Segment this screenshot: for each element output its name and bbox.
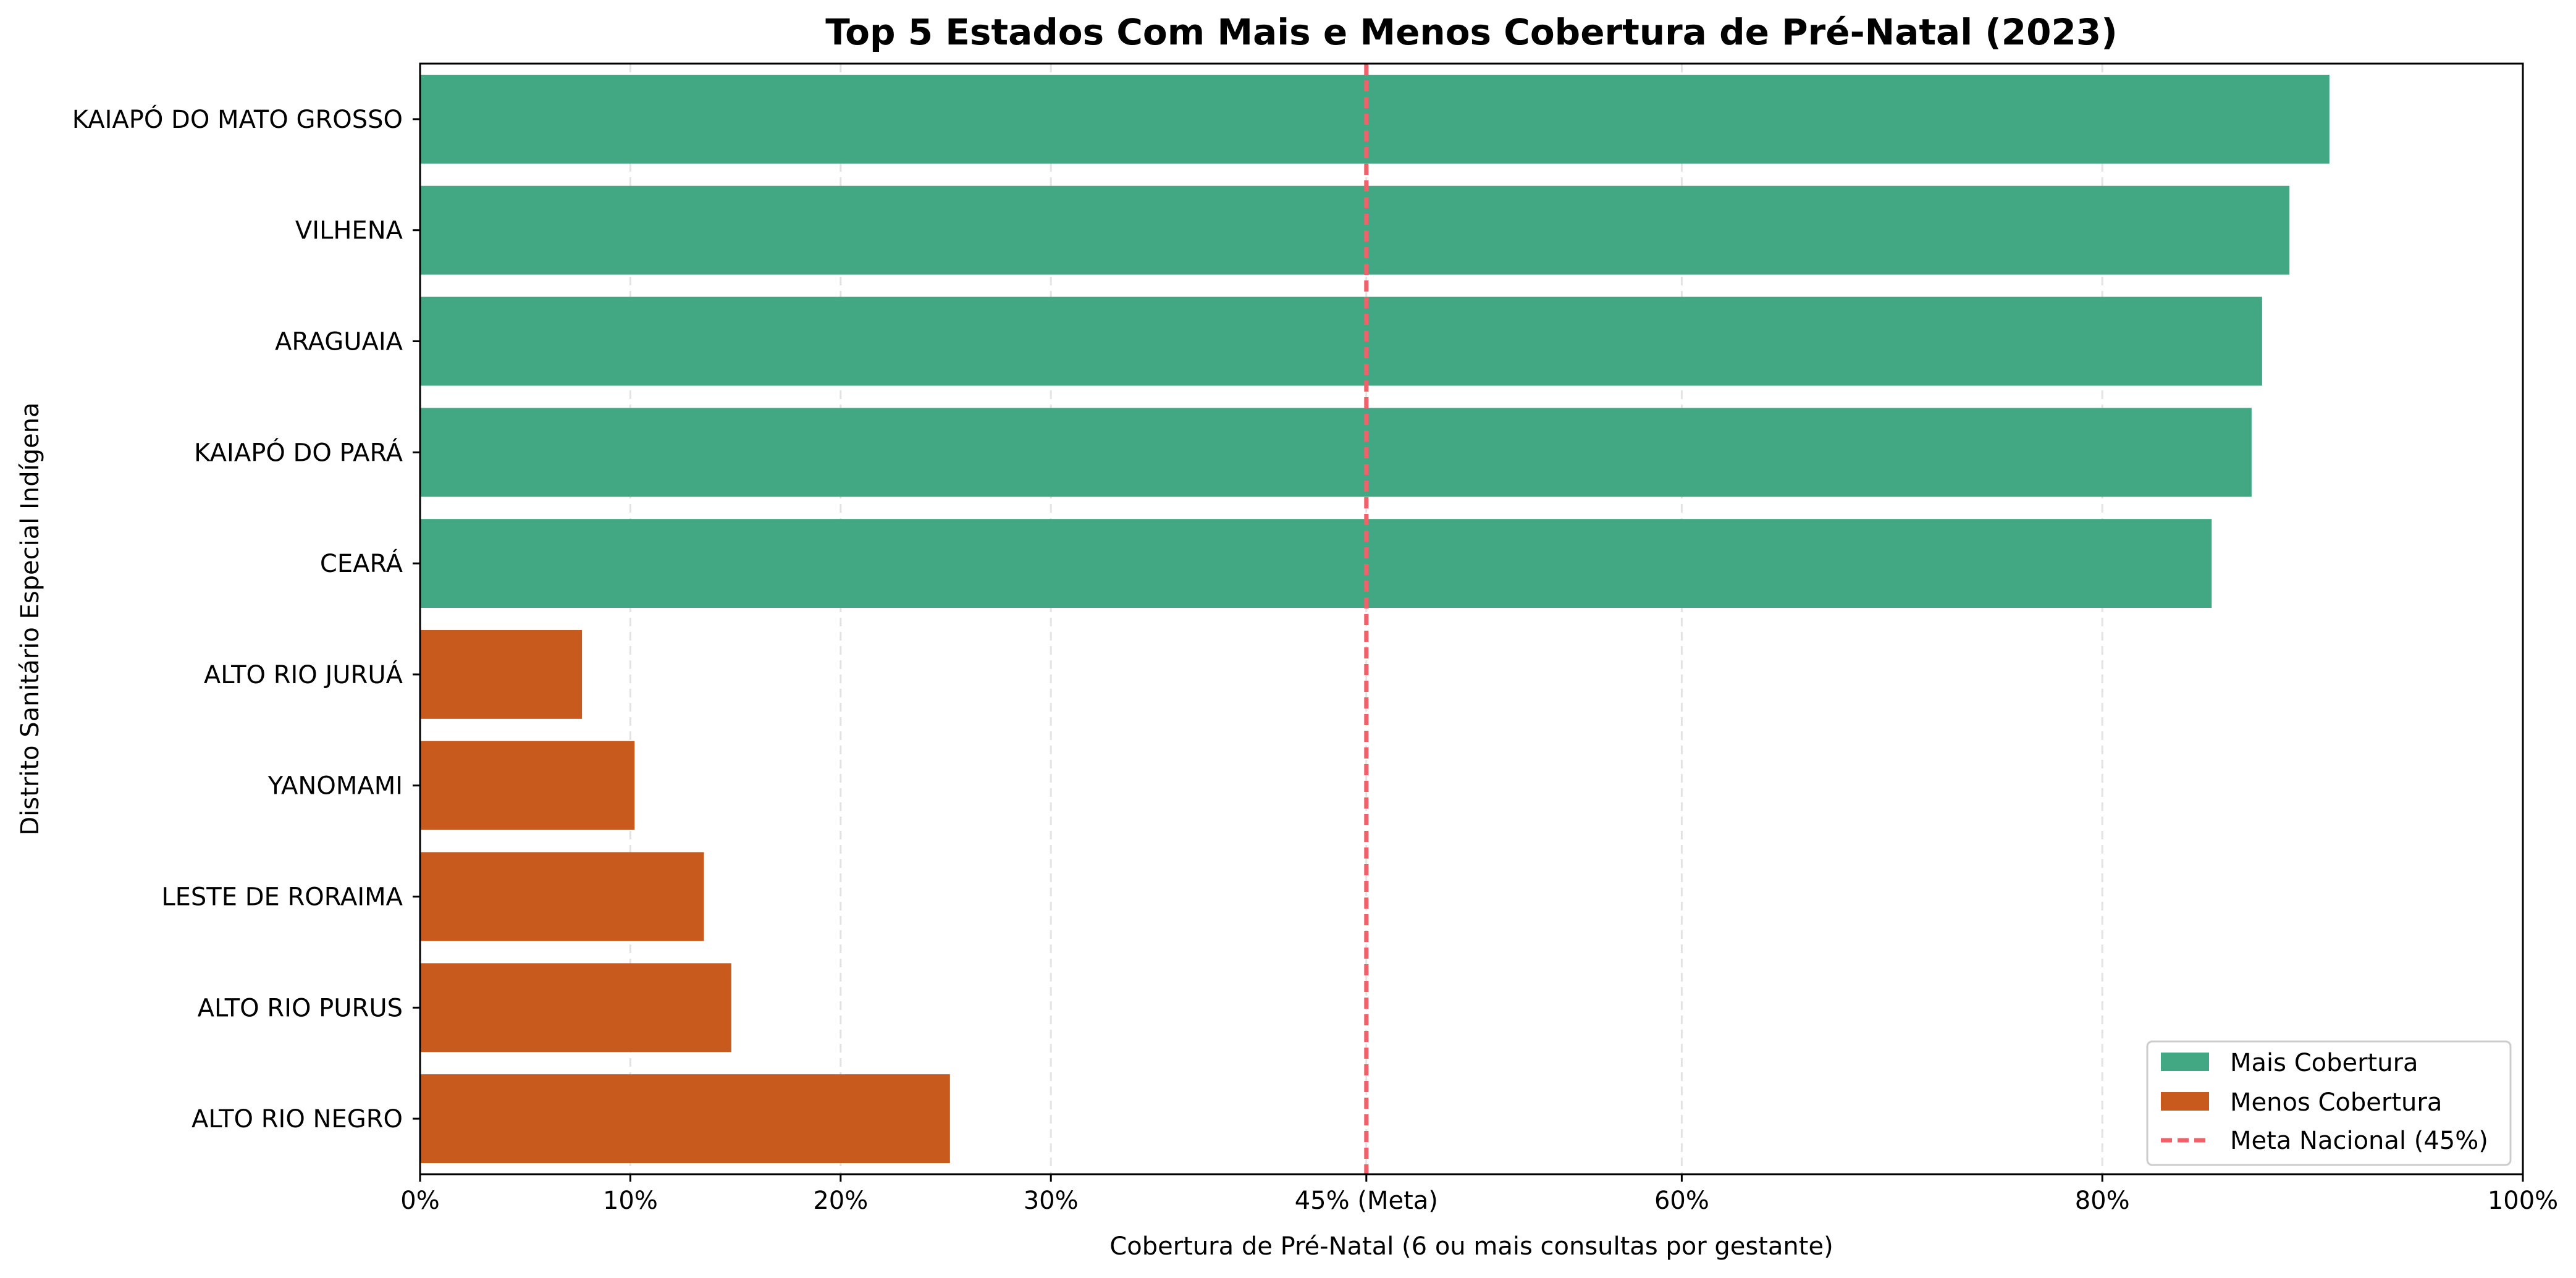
legend-label-menos: Menos Cobertura — [2230, 1088, 2442, 1117]
x-tick-label: 0% — [400, 1187, 439, 1215]
x-tick-label: 100% — [2488, 1187, 2558, 1215]
x-tick-label: 45% (Meta) — [1295, 1187, 1438, 1215]
y-tick-label: YANOMAMI — [267, 772, 403, 801]
bar-menos — [420, 963, 731, 1053]
legend-label-mais: Mais Cobertura — [2230, 1049, 2418, 1077]
bar-mais — [420, 296, 2262, 386]
bar-mais — [420, 74, 2330, 164]
y-tick-label: CEARÁ — [320, 549, 403, 578]
bar-mais — [420, 408, 2252, 497]
y-axis-label: Distrito Sanitário Especial Indígena — [16, 402, 44, 835]
x-tick-label: 10% — [603, 1187, 658, 1215]
x-tick-label: 30% — [1024, 1187, 1079, 1215]
chart-title: Top 5 Estados Com Mais e Menos Cobertura… — [825, 11, 2117, 53]
x-tick-label: 20% — [813, 1187, 868, 1215]
y-tick-label: ALTO RIO PURUS — [198, 994, 403, 1022]
bar-mais — [420, 185, 2290, 275]
bar-menos — [420, 1074, 950, 1164]
x-axis-ticks: 0% 10% 20% 30% 45% (Meta) 60% 80% 100% — [400, 1174, 2558, 1215]
plot-area-frame — [419, 62, 2524, 1175]
y-tick-label: KAIAPÓ DO PARÁ — [194, 437, 403, 467]
bar-mais — [420, 519, 2212, 608]
bar-menos — [420, 741, 635, 830]
legend-box — [2146, 1040, 2512, 1166]
bar-menos — [420, 629, 583, 719]
x-tick-label: 60% — [1654, 1187, 1709, 1215]
legend-swatch-menos — [2161, 1092, 2209, 1111]
y-axis-ticks: KAIAPÓ DO MATO GROSSO VILHENA ARAGUAIA KAIA… — [72, 104, 420, 1133]
y-tick-label: ARAGUAIA — [275, 328, 403, 356]
bar-menos — [420, 852, 704, 941]
y-tick-label: ALTO RIO JURUÁ — [204, 660, 403, 689]
x-axis-label: Cobertura de Pré-Natal (6 ou mais consul… — [1109, 1232, 1833, 1261]
y-tick-label: VILHENA — [295, 217, 403, 245]
legend-label-meta: Meta Nacional (45%) — [2230, 1127, 2488, 1155]
y-tick-label: LESTE DE RORAIMA — [161, 883, 403, 912]
y-tick-label: ALTO RIO NEGRO — [192, 1105, 403, 1133]
y-tick-label: KAIAPÓ DO MATO GROSSO — [72, 104, 403, 134]
x-tick-label: 80% — [2075, 1187, 2130, 1215]
legend-swatch-mais — [2161, 1053, 2209, 1071]
legend: Mais Cobertura Menos Cobertura Meta Naci… — [2146, 1040, 2512, 1166]
bars-layer — [420, 74, 2330, 1164]
